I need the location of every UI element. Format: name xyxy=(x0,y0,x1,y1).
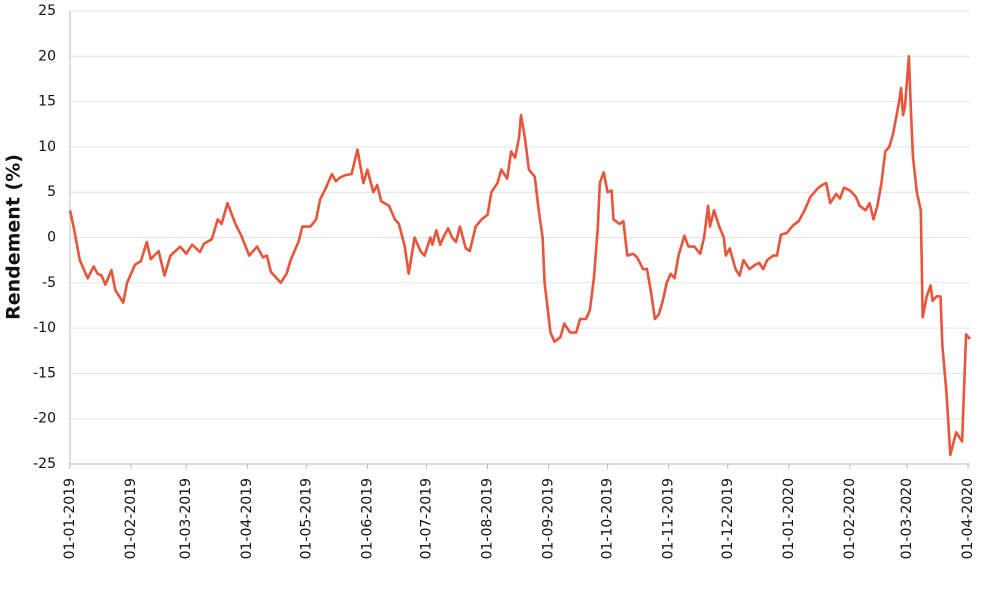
x-tick-label: 01-03-2019 xyxy=(178,478,194,559)
y-tick-label: -25 xyxy=(33,456,56,472)
y-tick-label: 5 xyxy=(47,184,56,200)
y-axis-label: Rendement (%) xyxy=(3,154,25,320)
y-tick-label: -15 xyxy=(33,365,56,381)
x-tick-label: 01-06-2019 xyxy=(359,478,375,559)
x-tick-label: 01-01-2019 xyxy=(62,478,78,559)
x-tick-label: 01-07-2019 xyxy=(418,478,434,559)
x-tick-label: 01-12-2019 xyxy=(720,478,736,559)
y-tick-label: 15 xyxy=(38,94,56,110)
x-tick-label: 01-05-2019 xyxy=(298,478,314,559)
x-tick-label: 01-10-2019 xyxy=(600,478,616,559)
x-tick-label: 01-01-2020 xyxy=(781,478,797,559)
x-tick-label: 01-02-2020 xyxy=(842,478,858,559)
x-tick-label: 01-04-2020 xyxy=(960,478,976,559)
x-tick-label: 01-11-2019 xyxy=(661,478,677,559)
y-tick-label: -10 xyxy=(33,320,56,336)
x-tick-label: 01-04-2019 xyxy=(239,478,255,559)
x-tick-label: 01-08-2019 xyxy=(480,478,496,559)
data-line xyxy=(68,55,971,457)
y-tick-label: 0 xyxy=(47,230,56,246)
y-tick-label: 20 xyxy=(38,48,56,64)
y-tick-label: -20 xyxy=(33,411,56,427)
y-tick-label: -5 xyxy=(42,275,56,291)
y-tick-label: 25 xyxy=(38,3,56,19)
y-tick-label: 10 xyxy=(38,139,56,155)
x-tick-label: 01-02-2019 xyxy=(123,478,139,559)
x-tick-label: 01-09-2019 xyxy=(541,478,557,559)
x-tick-label: 01-03-2020 xyxy=(899,478,915,559)
